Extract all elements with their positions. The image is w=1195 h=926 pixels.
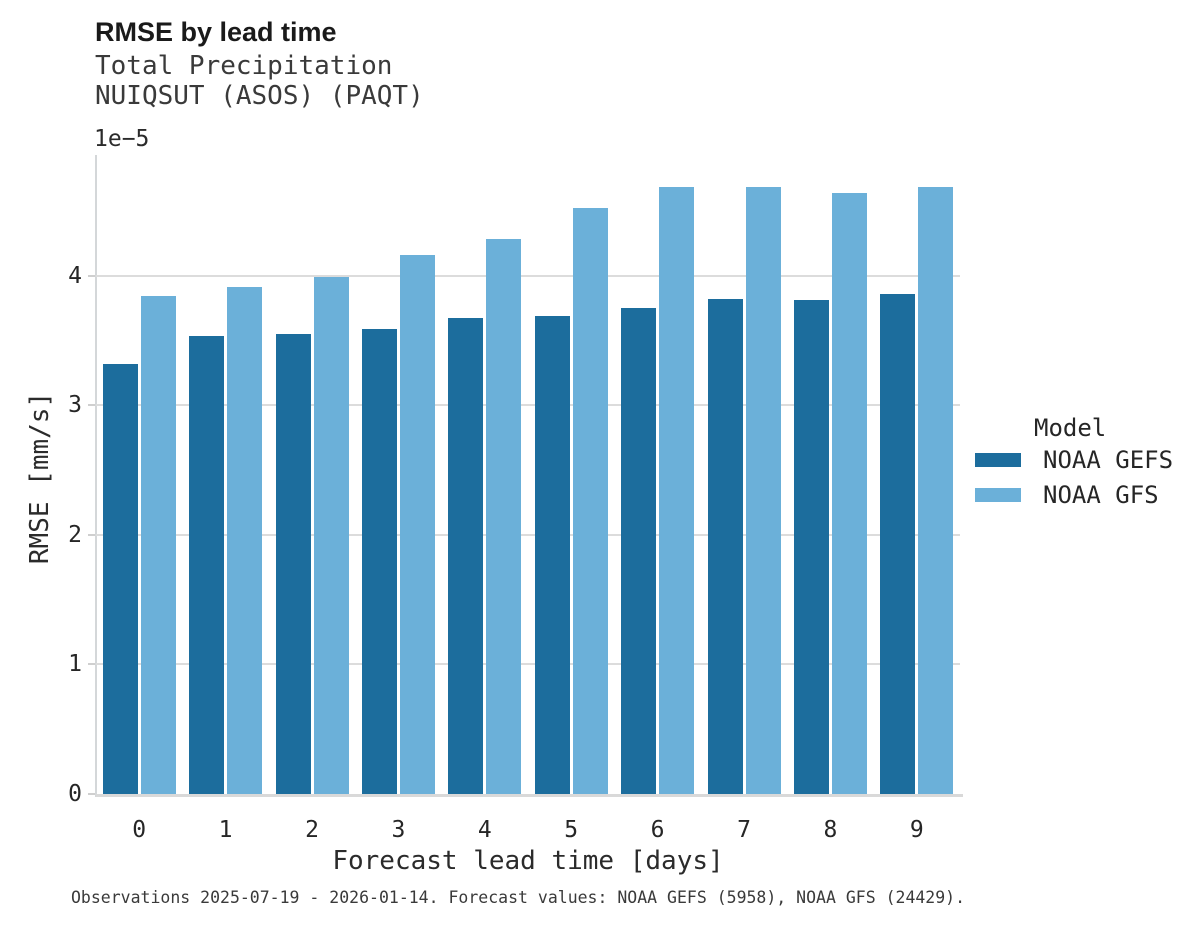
legend-swatch-icon <box>975 453 1021 467</box>
bar-noaa-gfs-day-5 <box>572 208 608 794</box>
y-tick-mark-0 <box>88 793 95 795</box>
bar-noaa-gefs-day-7 <box>707 299 743 794</box>
y-axis-offset-label: 1e−5 <box>94 126 150 152</box>
x-tick-label-6: 6 <box>650 817 665 843</box>
bar-noaa-gefs-day-2 <box>275 334 311 794</box>
plot-area <box>96 155 960 794</box>
x-axis-title: Forecast lead time [days] <box>332 846 724 876</box>
bar-noaa-gefs-day-3 <box>361 329 397 794</box>
bar-noaa-gefs-day-6 <box>621 308 657 794</box>
legend: Model NOAA GEFS NOAA GFS <box>975 414 1195 514</box>
bar-noaa-gfs-day-6 <box>659 187 695 794</box>
y-tick-mark-1 <box>88 663 95 666</box>
bar-noaa-gfs-day-9 <box>918 187 954 794</box>
bar-noaa-gfs-day-1 <box>227 287 263 794</box>
x-axis-line <box>96 794 963 797</box>
bar-noaa-gefs-day-1 <box>189 336 225 794</box>
x-tick-label-0: 0 <box>132 817 147 843</box>
bar-noaa-gfs-day-0 <box>140 296 176 794</box>
y-axis-spine <box>95 155 97 797</box>
bar-noaa-gfs-day-3 <box>399 255 435 794</box>
legend-item-noaa-gfs: NOAA GFS <box>975 481 1159 509</box>
gridline-y-2 <box>96 533 960 536</box>
legend-title: Model <box>1034 414 1107 442</box>
y-tick-mark-3 <box>88 404 95 407</box>
legend-item-noaa-gefs: NOAA GEFS <box>975 446 1173 474</box>
x-tick-label-3: 3 <box>391 817 406 843</box>
y-tick-label-4: 4 <box>68 262 82 289</box>
figure-caption: Observations 2025-07-19 - 2026-01-14. Fo… <box>71 888 966 907</box>
y-tick-mark-4 <box>88 274 95 277</box>
chart-subtitle-station: NUIQSUT (ASOS) (PAQT) <box>95 81 424 111</box>
bar-noaa-gfs-day-7 <box>745 187 781 794</box>
x-tick-label-2: 2 <box>305 817 319 843</box>
bar-noaa-gefs-day-0 <box>102 364 138 794</box>
chart-subtitle-variable: Total Precipitation <box>95 51 393 81</box>
gridline-y-1 <box>96 663 960 666</box>
legend-swatch-icon <box>975 488 1021 502</box>
x-tick-label-9: 9 <box>909 817 924 843</box>
legend-label: NOAA GFS <box>1043 481 1159 509</box>
x-tick-label-1: 1 <box>218 817 233 843</box>
x-tick-label-4: 4 <box>477 817 492 843</box>
chart-title: RMSE by lead time <box>95 17 337 47</box>
bar-noaa-gefs-day-9 <box>880 294 916 794</box>
y-tick-label-2: 2 <box>68 521 82 548</box>
gridline-y-3 <box>96 404 960 407</box>
y-tick-label-3: 3 <box>68 392 82 419</box>
bar-noaa-gfs-day-2 <box>313 277 349 794</box>
bar-noaa-gefs-day-8 <box>793 300 829 794</box>
bar-noaa-gefs-day-4 <box>448 318 484 794</box>
y-tick-label-1: 1 <box>68 651 82 678</box>
y-tick-label-0: 0 <box>68 781 82 807</box>
bar-noaa-gfs-day-8 <box>831 193 867 794</box>
x-tick-label-7: 7 <box>737 817 751 843</box>
x-tick-label-5: 5 <box>564 817 579 843</box>
x-tick-label-8: 8 <box>823 817 838 843</box>
legend-label: NOAA GEFS <box>1043 446 1174 474</box>
bar-noaa-gfs-day-4 <box>486 239 522 794</box>
bar-noaa-gefs-day-5 <box>534 316 570 794</box>
y-tick-mark-2 <box>88 533 95 536</box>
gridline-y-4 <box>96 274 960 277</box>
